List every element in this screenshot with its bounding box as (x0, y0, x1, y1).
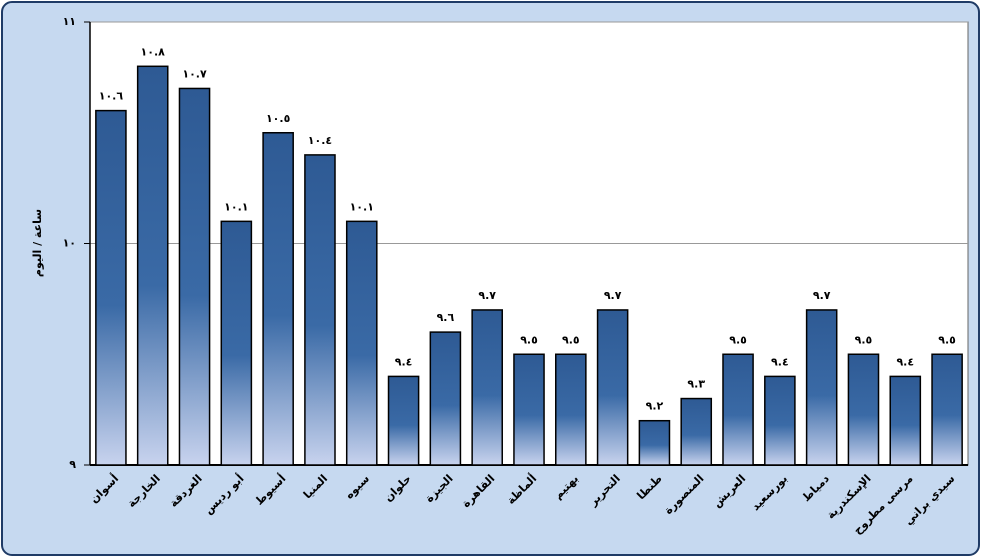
data-label: ١٠.١ (350, 200, 374, 213)
data-label: ٩.٥ (520, 333, 538, 346)
bar (764, 375, 796, 466)
data-label: ١٠.١ (224, 200, 248, 213)
bar (429, 331, 462, 466)
data-label: ٩.٥ (855, 333, 873, 346)
bar (638, 419, 671, 466)
y-tick-label: ١٠ (63, 237, 76, 250)
data-label: ٩.٥ (938, 333, 956, 346)
data-label: ١٠.٤ (308, 134, 332, 147)
data-label: ٩.٣ (687, 378, 705, 391)
y-tick-label: ١١ (63, 15, 76, 28)
bar (889, 375, 922, 466)
bar (345, 220, 378, 466)
bar (513, 353, 545, 466)
bar (220, 220, 253, 466)
data-label: ٩.٤ (395, 355, 413, 368)
data-label: ٩.٥ (562, 333, 580, 346)
data-label: ٩.٢ (646, 400, 664, 413)
data-label: ٩.٧ (813, 289, 831, 302)
data-label: ٩.٤ (896, 355, 914, 368)
bar (555, 353, 587, 466)
bar (847, 353, 880, 466)
data-label: ٩.٧ (478, 289, 496, 302)
data-label: ٩.٥ (729, 333, 747, 346)
bar (722, 353, 754, 466)
bar (304, 154, 336, 466)
bar (262, 132, 294, 466)
bar (387, 375, 420, 466)
bar (95, 109, 127, 466)
bar (136, 65, 169, 466)
bar (931, 353, 963, 466)
data-label: ١٠.٦ (99, 90, 124, 103)
data-label: ٩.٤ (771, 355, 789, 368)
data-label: ٩.٧ (604, 289, 622, 302)
data-label: ١٠.٧ (182, 67, 207, 80)
y-axis-label: ساعة / اليوم (31, 209, 44, 277)
data-label: ٩.٦ (437, 311, 455, 324)
bar (805, 309, 838, 466)
bar (680, 397, 713, 466)
y-tick-label: ٩ (69, 458, 76, 471)
data-label: ١٠.٥ (266, 112, 291, 125)
bar (178, 87, 211, 466)
bar (596, 309, 629, 466)
bar (471, 309, 503, 466)
data-label: ١٠.٨ (141, 45, 166, 58)
